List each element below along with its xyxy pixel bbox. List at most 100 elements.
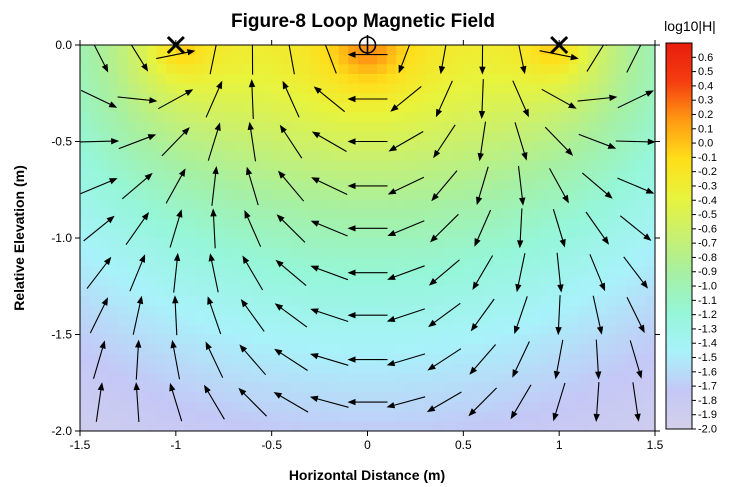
heatmap-cell bbox=[607, 411, 618, 422]
heatmap-cell bbox=[463, 402, 474, 413]
heatmap-cell bbox=[559, 102, 570, 114]
heatmap-cell bbox=[405, 421, 417, 431]
heatmap-cell bbox=[559, 373, 570, 384]
heatmap-cell bbox=[242, 373, 254, 384]
heatmap-cell bbox=[607, 45, 618, 56]
heatmap-cell bbox=[530, 160, 541, 172]
heatmap-cell bbox=[530, 189, 541, 200]
heatmap-cell bbox=[520, 93, 532, 104]
heatmap-cell bbox=[511, 218, 522, 229]
heatmap-cell bbox=[89, 257, 100, 268]
heatmap-cell bbox=[501, 180, 512, 191]
heatmap-cell bbox=[377, 315, 388, 326]
field-arrow bbox=[517, 165, 526, 206]
heatmap-cell bbox=[290, 363, 302, 374]
heatmap-cell bbox=[156, 324, 167, 336]
heatmap-cell bbox=[223, 45, 234, 56]
field-arrow bbox=[632, 382, 641, 422]
heatmap-cell bbox=[99, 411, 110, 422]
heatmap-cell bbox=[195, 363, 206, 374]
heatmap-cell bbox=[367, 209, 378, 220]
heatmap-cell bbox=[386, 266, 397, 278]
heatmap-cell bbox=[607, 373, 618, 384]
heatmap-cell bbox=[482, 83, 493, 94]
heatmap-cell bbox=[578, 392, 589, 403]
heatmap-cell bbox=[386, 151, 397, 162]
heatmap-cell bbox=[89, 141, 100, 152]
heatmap-cell bbox=[242, 122, 254, 133]
heatmap-cell bbox=[367, 382, 378, 393]
heatmap-cell bbox=[511, 93, 522, 104]
heatmap-cell bbox=[242, 421, 254, 431]
heatmap-cell bbox=[310, 189, 321, 200]
heatmap-cell bbox=[616, 228, 627, 239]
heatmap-cell bbox=[242, 228, 254, 239]
heatmap-cell bbox=[80, 54, 91, 65]
heatmap-cell bbox=[156, 199, 167, 210]
heatmap-cell bbox=[118, 344, 129, 355]
heatmap-cell bbox=[233, 64, 244, 75]
heatmap-cell bbox=[377, 334, 388, 345]
heatmap-cell bbox=[626, 199, 637, 210]
heatmap-cell bbox=[492, 334, 503, 345]
heatmap-cell bbox=[405, 238, 417, 249]
heatmap-cell bbox=[386, 324, 397, 336]
heatmap-cell bbox=[118, 266, 129, 278]
heatmap-cell bbox=[386, 102, 397, 114]
heatmap-cell bbox=[108, 353, 119, 365]
heatmap-cell bbox=[108, 209, 119, 220]
heatmap-cell bbox=[175, 421, 187, 431]
heatmap-cell bbox=[444, 305, 455, 316]
heatmap-cell bbox=[511, 344, 522, 355]
heatmap-cell bbox=[118, 160, 129, 172]
heatmap-cell bbox=[415, 151, 426, 162]
heatmap-cell bbox=[492, 160, 503, 172]
heatmap-cell bbox=[185, 73, 196, 85]
heatmap-cell bbox=[568, 411, 579, 422]
heatmap-cell bbox=[607, 238, 618, 249]
heatmap-cell bbox=[626, 411, 637, 422]
heatmap-cell bbox=[137, 353, 148, 365]
heatmap-cell bbox=[310, 45, 321, 56]
field-arrow bbox=[517, 208, 524, 249]
heatmap-cell bbox=[329, 334, 340, 345]
heatmap-cell bbox=[396, 315, 407, 326]
heatmap-cell bbox=[329, 218, 340, 229]
heatmap-cell bbox=[118, 295, 129, 307]
heatmap-cell bbox=[214, 141, 225, 152]
heatmap-cell bbox=[444, 276, 455, 287]
heatmap-cell bbox=[166, 160, 177, 172]
heatmap-cell bbox=[262, 93, 273, 104]
heatmap-cell bbox=[377, 199, 388, 210]
heatmap-cell bbox=[645, 218, 655, 229]
heatmap-cell bbox=[166, 180, 177, 191]
heatmap-cell bbox=[568, 228, 579, 239]
heatmap-cell bbox=[386, 141, 397, 152]
heatmap-cell bbox=[444, 151, 455, 162]
field-arrow bbox=[169, 382, 183, 422]
heatmap-cell bbox=[348, 160, 359, 172]
heatmap-cell bbox=[195, 131, 206, 143]
heatmap-cell bbox=[329, 122, 340, 133]
heatmap-cell bbox=[635, 170, 647, 181]
heatmap-cell bbox=[310, 286, 321, 297]
heatmap-cell bbox=[357, 373, 369, 384]
heatmap-cell bbox=[463, 209, 474, 220]
heatmap-cell bbox=[549, 266, 560, 278]
heatmap-cell bbox=[444, 160, 455, 172]
colorbar-tick-label: 0.2 bbox=[698, 109, 713, 121]
heatmap-cell bbox=[99, 266, 110, 278]
heatmap-cell bbox=[425, 324, 436, 336]
heatmap-cell bbox=[357, 180, 369, 191]
heatmap-cell bbox=[127, 315, 139, 326]
heatmap-cell bbox=[377, 402, 388, 413]
heatmap-cell bbox=[568, 324, 579, 336]
heatmap-cell bbox=[444, 344, 455, 355]
heatmap-cell bbox=[300, 373, 311, 384]
heatmap-cell bbox=[290, 189, 302, 200]
heatmap-cell bbox=[530, 421, 541, 431]
heatmap-cell bbox=[185, 373, 196, 384]
heatmap-cell bbox=[367, 286, 378, 297]
heatmap-cell bbox=[300, 286, 311, 297]
heatmap-cell bbox=[233, 112, 244, 123]
